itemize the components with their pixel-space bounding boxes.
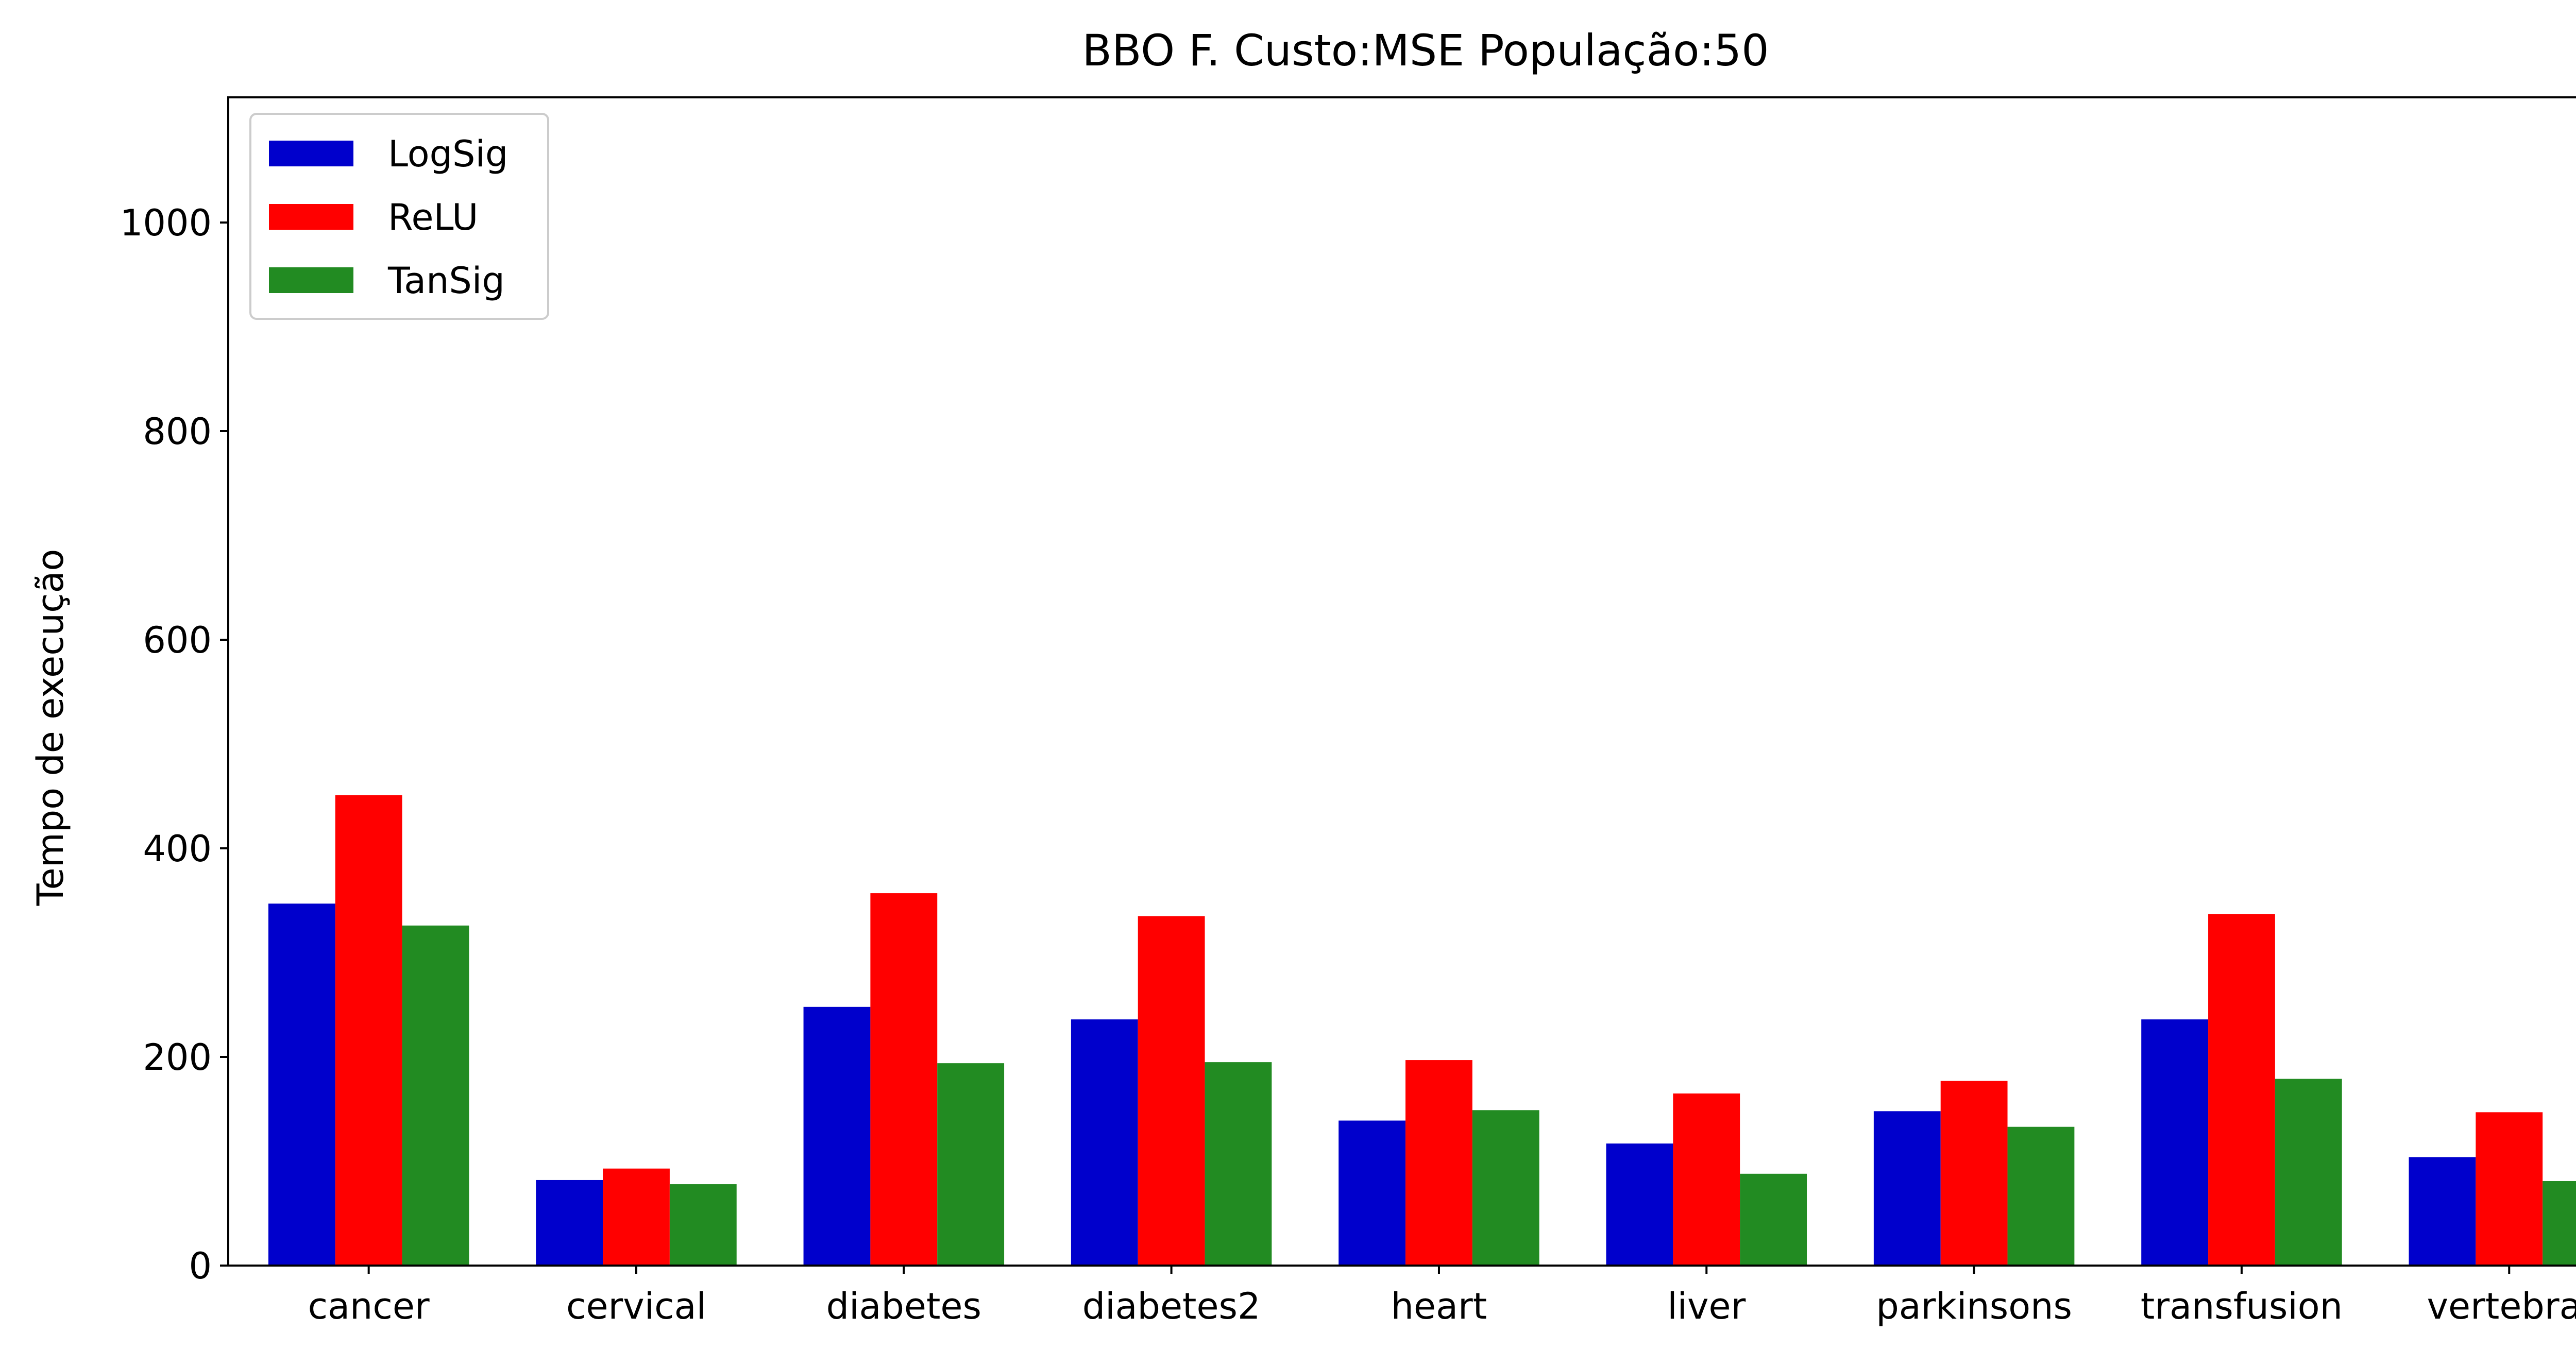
bars-layer bbox=[268, 795, 2576, 1266]
bar-logsig-transfusion bbox=[2141, 1019, 2209, 1266]
bar-relu-cancer bbox=[335, 795, 402, 1266]
y-tick-label: 0 bbox=[189, 1245, 212, 1287]
bar-logsig-cancer bbox=[268, 903, 335, 1266]
x-tick-label: cancer bbox=[308, 1285, 430, 1327]
y-tick-label: 600 bbox=[143, 619, 212, 661]
bar-relu-parkinsons bbox=[1940, 1081, 2008, 1266]
bar-tansig-transfusion bbox=[2275, 1079, 2342, 1266]
bar-tansig-parkinsons bbox=[2007, 1126, 2075, 1266]
bar-logsig-parkinsons bbox=[1873, 1111, 1941, 1266]
bar-logsig-liver bbox=[1606, 1143, 1673, 1266]
x-tick-label: cervical bbox=[566, 1285, 706, 1327]
bar-tansig-diabetes bbox=[937, 1063, 1005, 1266]
plot-frame bbox=[227, 96, 2576, 1267]
bar-relu-heart bbox=[1405, 1060, 1472, 1266]
bar-tansig-liver bbox=[1740, 1173, 1807, 1266]
legend-label-relu: ReLU bbox=[388, 196, 478, 238]
bar-tansig-cervical bbox=[669, 1184, 737, 1266]
bar-tansig-cancer bbox=[402, 925, 469, 1266]
x-tick-label: heart bbox=[1391, 1285, 1487, 1327]
bar-tansig-diabetes2 bbox=[1205, 1062, 1272, 1266]
legend: LogSig ReLU TanSig bbox=[249, 113, 549, 320]
legend-swatch-logsig bbox=[269, 141, 353, 166]
legend-swatch-relu bbox=[269, 204, 353, 230]
y-tick-label: 400 bbox=[143, 828, 212, 870]
x-tick-label: parkinsons bbox=[1876, 1285, 2072, 1327]
bar-tansig-vertebral bbox=[2543, 1181, 2576, 1266]
bar-relu-diabetes bbox=[870, 893, 938, 1266]
x-tick-label: vertebral bbox=[2427, 1285, 2576, 1327]
y-axis-label: Tempo de execução bbox=[29, 549, 72, 907]
x-tick-label: liver bbox=[1667, 1285, 1745, 1327]
bar-relu-cervical bbox=[603, 1168, 670, 1266]
legend-swatch-tansig bbox=[269, 267, 353, 293]
bar-tansig-heart bbox=[1472, 1110, 1539, 1266]
bar-logsig-heart bbox=[1338, 1120, 1406, 1266]
x-tick-label: diabetes2 bbox=[1082, 1285, 1261, 1327]
bar-relu-liver bbox=[1673, 1093, 1740, 1266]
legend-label-tansig: TanSig bbox=[387, 260, 505, 302]
chart-title: BBO F. Custo:MSE População:50 bbox=[1082, 25, 1769, 76]
y-tick-label: 800 bbox=[143, 411, 212, 453]
bar-logsig-diabetes2 bbox=[1071, 1019, 1138, 1266]
bar-logsig-cervical bbox=[536, 1180, 603, 1266]
bar-relu-transfusion bbox=[2208, 914, 2275, 1266]
y-axis-ticks: 0 200 400 600 800 1000 bbox=[120, 202, 228, 1287]
bar-relu-vertebral bbox=[2476, 1112, 2543, 1266]
bar-logsig-vertebral bbox=[2409, 1157, 2476, 1266]
legend-label-logsig: LogSig bbox=[388, 133, 508, 175]
bar-relu-diabetes2 bbox=[1138, 916, 1205, 1266]
x-tick-label: diabetes bbox=[826, 1285, 981, 1327]
y-tick-label: 1000 bbox=[120, 202, 212, 244]
y-tick-label: 200 bbox=[143, 1036, 212, 1079]
x-tick-label: transfusion bbox=[2141, 1285, 2343, 1327]
bar-logsig-diabetes bbox=[803, 1006, 871, 1266]
x-axis-ticks: cancer cervical diabetes diabetes2 heart live… bbox=[308, 1266, 2576, 1327]
